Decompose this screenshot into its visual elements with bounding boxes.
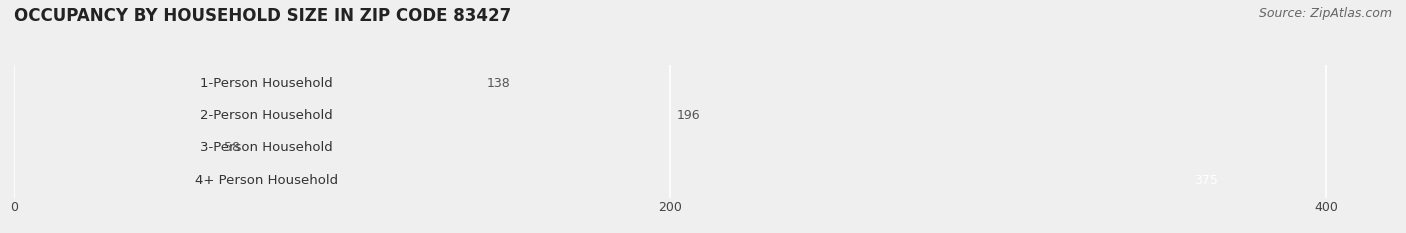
Text: 4+ Person Household: 4+ Person Household [195, 174, 339, 187]
Text: 58: 58 [224, 141, 240, 154]
Text: 1-Person Household: 1-Person Household [200, 77, 333, 89]
Text: 196: 196 [676, 109, 700, 122]
Text: 138: 138 [486, 77, 510, 89]
Text: Source: ZipAtlas.com: Source: ZipAtlas.com [1258, 7, 1392, 20]
Text: 2-Person Household: 2-Person Household [200, 109, 333, 122]
Text: 375: 375 [1194, 174, 1218, 187]
Text: OCCUPANCY BY HOUSEHOLD SIZE IN ZIP CODE 83427: OCCUPANCY BY HOUSEHOLD SIZE IN ZIP CODE … [14, 7, 512, 25]
Text: 3-Person Household: 3-Person Household [200, 141, 333, 154]
